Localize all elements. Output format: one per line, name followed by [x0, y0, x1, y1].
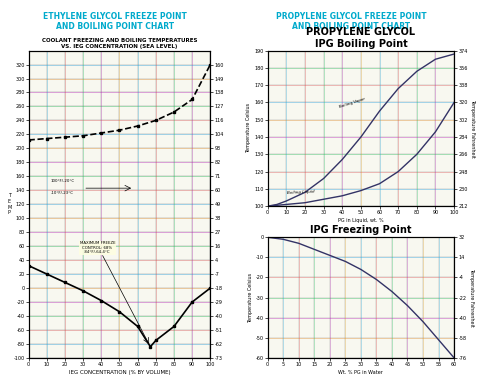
Text: -10°F/-23°C: -10°F/-23°C: [51, 191, 74, 195]
X-axis label: IEG CONCENTRATION (% BY VOLUME): IEG CONCENTRATION (% BY VOLUME): [69, 370, 170, 375]
Text: 100°F/-20°C: 100°F/-20°C: [51, 179, 75, 183]
Y-axis label: Temperature Celsius: Temperature Celsius: [248, 273, 253, 322]
Text: PROPYLENE GLYCOL
IPG Boiling Point: PROPYLENE GLYCOL IPG Boiling Point: [306, 27, 415, 49]
X-axis label: PG in Liquid, wt. %: PG in Liquid, wt. %: [338, 218, 384, 223]
X-axis label: Wt. % PG in Water: Wt. % PG in Water: [338, 370, 383, 375]
Title: COOLANT FREEZING AND BOILING TEMPERATURES
VS. IEG CONCENTRATION (SEA LEVEL): COOLANT FREEZING AND BOILING TEMPERATURE…: [42, 38, 197, 49]
Y-axis label: Temperature Fahrenheit: Temperature Fahrenheit: [469, 268, 474, 327]
Text: ETHYLENE GLYCOL FREEZE POINT
AND BOILING POINT CHART: ETHYLENE GLYCOL FREEZE POINT AND BOILING…: [43, 12, 186, 31]
Text: IPG Freezing Point: IPG Freezing Point: [310, 225, 412, 235]
Y-axis label: Temperature Celsius: Temperature Celsius: [246, 103, 251, 153]
Y-axis label: Temperature Fahrenheit: Temperature Fahrenheit: [470, 99, 476, 158]
Y-axis label: T
E
M
P: T E M P: [7, 193, 11, 216]
Text: Boiling Liquid: Boiling Liquid: [286, 189, 314, 195]
Text: Boiling Vapor: Boiling Vapor: [338, 96, 366, 109]
Text: PROPYLENE GLYCOL FREEZE POINT
AND BOILING POINT CHART: PROPYLENE GLYCOL FREEZE POINT AND BOILIN…: [276, 12, 427, 31]
Text: MAXIMUM FREEZE
CONTROL: 68%
-84°F/-64.4°C: MAXIMUM FREEZE CONTROL: 68% -84°F/-64.4°…: [79, 241, 115, 254]
